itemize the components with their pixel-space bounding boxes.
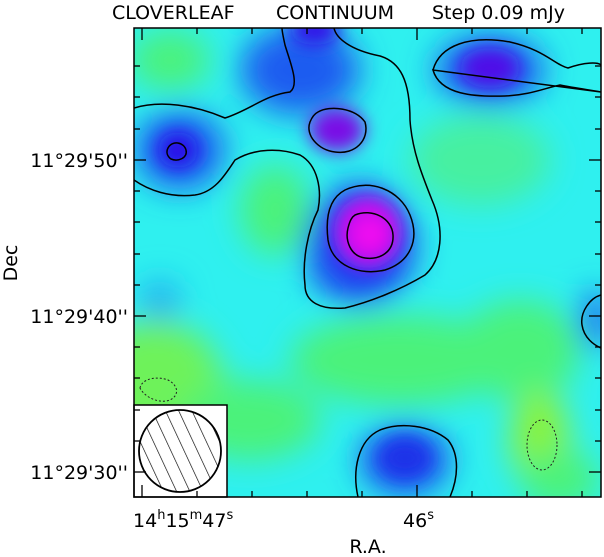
title-step: Step 0.09 mJy <box>432 2 565 24</box>
x-tick-1-seconds: 47 <box>202 510 226 532</box>
y-tick-label-1: 11°29'50'' <box>30 150 128 172</box>
contour-south <box>355 424 458 497</box>
y-axis-label: Dec <box>0 245 22 282</box>
beam-inset <box>133 404 228 498</box>
x-tick-1-hours-unit: h <box>157 508 165 523</box>
y-tick-label-2: 11°29'40'' <box>30 306 128 328</box>
contour-northeast <box>431 39 601 97</box>
contour-bright-peak <box>346 212 394 260</box>
y-tick-label-3: 11°29'30'' <box>30 462 128 484</box>
x-tick-2-seconds: 46 <box>403 510 427 532</box>
contour-west-peak <box>166 142 187 161</box>
x-tick-2-seconds-unit: s <box>427 508 434 523</box>
x-tick-1-hours: 14 <box>133 510 157 532</box>
negative-contours <box>139 377 558 471</box>
contour-bright-core <box>326 184 415 273</box>
x-axis-label: R.A. <box>349 536 386 557</box>
x-tick-label-2: 46s <box>403 508 434 532</box>
contour-mid-peak <box>308 107 367 154</box>
negative-contour-southwest <box>139 377 177 402</box>
contour-east <box>581 294 601 349</box>
beam-ellipse <box>138 409 222 493</box>
x-tick-1-seconds-unit: s <box>226 508 233 523</box>
title-source: CLOVERLEAF <box>112 2 235 24</box>
title-band: CONTINUUM <box>276 2 394 24</box>
contour-lines <box>134 28 601 497</box>
x-tick-label-1: 14h15m47s <box>133 508 233 532</box>
plot-frame <box>133 27 602 498</box>
contour-north-complex <box>134 28 441 310</box>
x-tick-1-minutes-unit: m <box>190 508 203 523</box>
negative-contour-southeast <box>526 419 558 471</box>
axis-ticks <box>134 28 601 497</box>
x-tick-1-minutes: 15 <box>165 510 189 532</box>
